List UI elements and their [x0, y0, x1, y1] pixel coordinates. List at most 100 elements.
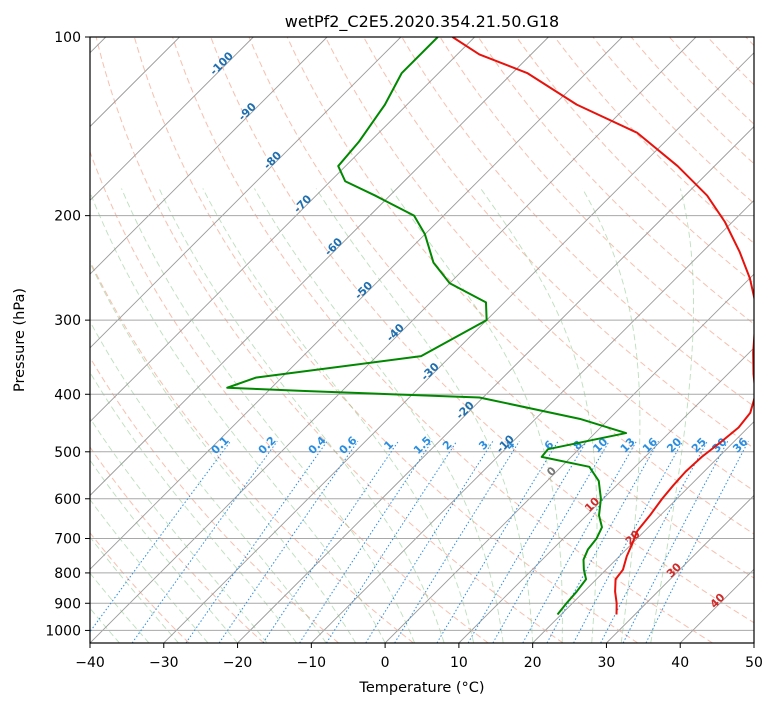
- dewpoint-profile-line: [226, 37, 628, 616]
- dry-adiabat: [172, 37, 713, 643]
- y-tick-label: 800: [54, 566, 81, 582]
- y-tick-label: 300: [54, 313, 81, 329]
- isotherm: [90, 37, 549, 497]
- y-tick-label: 400: [54, 387, 81, 403]
- mixing-ratio-line: [622, 441, 729, 643]
- x-tick-label: −30: [149, 655, 179, 671]
- moist-adiabat: [90, 371, 297, 643]
- mixing-ratio-label: 25: [689, 435, 709, 455]
- mixing-ratio-label: 0.4: [306, 434, 329, 457]
- mixing-ratio-label: 1: [381, 438, 396, 453]
- isotherm-label: -60: [322, 235, 345, 258]
- mixing-ratio-line: [299, 440, 433, 643]
- mixing-ratio-label: 16: [640, 435, 660, 455]
- isotherm: [90, 37, 402, 349]
- isotherm: [458, 347, 754, 643]
- x-tick-label: 50: [745, 655, 763, 671]
- x-tick-label: −20: [223, 655, 253, 671]
- moist-adiabat: [90, 417, 268, 643]
- isotherm-label: -50: [352, 279, 375, 302]
- x-tick-label: −40: [75, 655, 105, 671]
- mixing-ratio-line: [645, 441, 749, 643]
- mixing-ratio-line: [185, 440, 328, 643]
- mixing-ratio-label: 8: [570, 438, 585, 453]
- isotherm-label: -70: [291, 192, 314, 215]
- plot-frame: [89, 36, 755, 644]
- moist-adiabat: [90, 261, 356, 643]
- dry-adiabat: [745, 37, 754, 47]
- chart-title: wetPf2_C2E5.2020.354.21.50.G18: [285, 12, 559, 32]
- dry-adiabat: [90, 356, 339, 643]
- dry-adiabat: [90, 150, 489, 643]
- x-tick-label: 0: [381, 655, 390, 671]
- isotherm: [606, 494, 754, 643]
- isotherm: [90, 37, 254, 201]
- isotherm: [753, 642, 754, 643]
- dry-adiabat: [439, 37, 754, 366]
- moist-adiabat: [90, 572, 150, 643]
- isotherm-label: 40: [708, 591, 728, 611]
- dry-adiabat: [592, 37, 754, 204]
- dry-adiabat: [90, 446, 265, 643]
- x-tick-label: 20: [524, 655, 542, 671]
- dry-adiabat: [401, 37, 754, 407]
- moist-adiabat: [90, 459, 238, 643]
- isotherm-label: 30: [664, 560, 684, 580]
- y-tick-label: 200: [54, 209, 81, 225]
- isotherm: [679, 568, 754, 643]
- mixing-ratio-label: 36: [730, 435, 750, 455]
- moist-adiabat: [90, 498, 209, 643]
- isotherm: [90, 37, 475, 423]
- y-tick-label: 500: [54, 445, 81, 461]
- mixing-ratio-label: 1.5: [411, 434, 434, 457]
- isotherm: [163, 52, 754, 643]
- moist-adiabat: [650, 188, 694, 643]
- moist-adiabat: [390, 188, 563, 643]
- moist-adiabat: [90, 190, 386, 643]
- mixing-ratio-line: [131, 440, 278, 643]
- dry-adiabat: [248, 37, 754, 579]
- dry-adiabat: [668, 37, 754, 125]
- dry-adiabat: [707, 37, 754, 86]
- isotherm: [237, 125, 754, 643]
- mixing-ratio-line: [492, 441, 610, 643]
- moist-adiabat: [202, 188, 475, 643]
- mixing-ratio-label: 0.2: [256, 434, 279, 457]
- isotherm-label: -80: [261, 149, 284, 172]
- isotherm-label: -20: [454, 399, 477, 422]
- mixing-ratio-line: [218, 440, 359, 643]
- isotherm: [90, 37, 697, 643]
- y-axis-title: Pressure (hPa): [12, 288, 28, 392]
- mixing-ratio-line: [546, 441, 659, 643]
- x-axis-title: Temperature (°C): [358, 680, 484, 696]
- mixing-ratio-line: [90, 440, 231, 633]
- temperature-profile-line: [451, 37, 754, 615]
- dry-adiabat: [95, 37, 564, 643]
- mixing-ratio-line: [600, 441, 708, 643]
- dry-adiabat: [363, 37, 754, 449]
- x-tick-label: 40: [671, 655, 689, 671]
- mixing-ratio-label: 13: [618, 435, 638, 455]
- mixing-ratio-line: [522, 441, 637, 643]
- moist-adiabat: [90, 536, 179, 643]
- mixing-ratio-line: [394, 441, 520, 643]
- dry-adiabat: [324, 37, 754, 492]
- mixing-ratio-label: 0.1: [209, 434, 232, 457]
- x-tick-label: 30: [598, 655, 616, 671]
- mixing-ratio-label: 0.6: [337, 434, 360, 457]
- y-tick-label: 1000: [45, 623, 81, 639]
- isotherm: [90, 37, 328, 275]
- mixing-ratio-line: [365, 440, 494, 643]
- y-tick-label: 600: [54, 492, 81, 508]
- y-tick-label: 700: [54, 532, 81, 548]
- isotherm: [90, 37, 623, 570]
- isotherm: [384, 273, 754, 643]
- y-tick-label: 900: [54, 596, 81, 612]
- dry-adiabat: [90, 260, 414, 643]
- isotherm: [311, 199, 754, 643]
- y-tick-label: 100: [54, 30, 81, 46]
- dry-adiabat: [516, 37, 754, 285]
- moist-adiabat: [315, 188, 534, 643]
- dry-adiabat: [90, 532, 190, 643]
- moist-adiabat: [90, 320, 327, 643]
